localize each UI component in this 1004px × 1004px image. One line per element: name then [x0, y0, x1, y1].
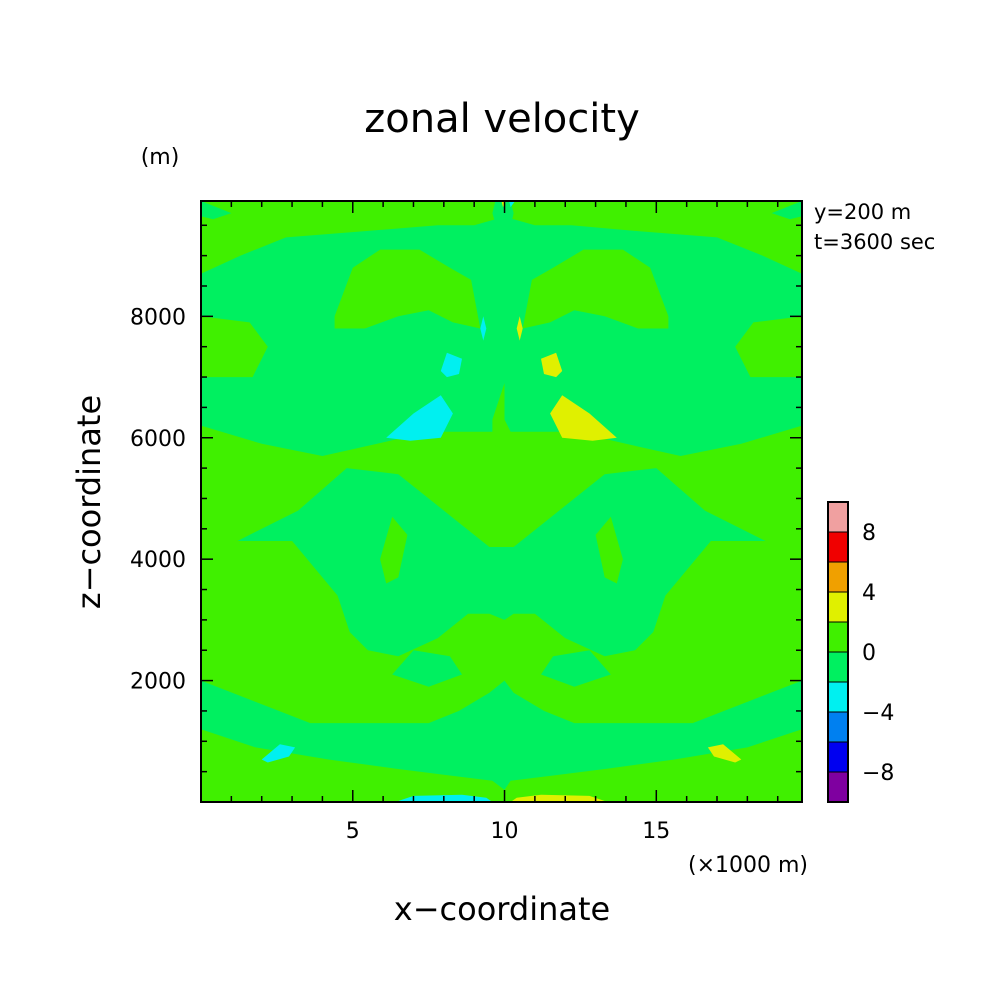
contour-region-1 — [334, 249, 481, 329]
colorbar-frame — [827, 501, 849, 803]
contour-region-4 — [735, 316, 802, 378]
contour-region-22 — [541, 352, 563, 378]
contour-region-20 — [550, 395, 617, 441]
x-axis-label: x−coordinate — [394, 890, 610, 928]
x-tick-label: 15 — [642, 819, 670, 844]
contour-region-23 — [480, 316, 487, 341]
x-tick-label: 10 — [491, 819, 519, 844]
y-tick-label: 4000 — [130, 548, 186, 573]
contour-region-14 — [595, 516, 623, 584]
colorbar-swatch — [827, 771, 849, 803]
contour-plot-area — [201, 201, 802, 802]
colorbar-swatch — [827, 741, 849, 773]
colorbar-tick-label: 0 — [862, 641, 876, 666]
colorbar-tick-label: −8 — [862, 761, 894, 786]
contour-region-30 — [509, 201, 516, 208]
y-unit-label: (m) — [141, 145, 180, 170]
annotation-time: t=3600 sec — [814, 230, 935, 254]
contour-region-25 — [261, 744, 296, 763]
contour-region-2 — [522, 249, 669, 329]
contour-region-24 — [516, 316, 523, 341]
colorbar-tick-label: 8 — [862, 521, 876, 546]
colorbar-tick-label: 4 — [862, 581, 876, 606]
contour-region-17 — [201, 201, 232, 220]
contour-region-18 — [771, 201, 802, 220]
x-unit-label: (×1000 m) — [688, 853, 808, 878]
contour-region-15 — [201, 729, 505, 802]
annotation-y-slice: y=200 m — [814, 200, 911, 224]
contour-region-16 — [504, 729, 802, 802]
contour-region-3 — [201, 316, 268, 378]
colorbar-swatch — [827, 621, 849, 653]
contour-region-13 — [380, 516, 408, 584]
colorbar-swatch — [827, 651, 849, 683]
contour-region-21 — [440, 352, 462, 378]
colorbar-swatch — [827, 561, 849, 593]
contour-region-0 — [201, 201, 802, 274]
contour-region-7 — [492, 201, 514, 256]
y-tick-label: 2000 — [130, 670, 186, 695]
colorbar-swatch — [827, 501, 849, 533]
colorbar: 8 4 0 −4 −8 — [827, 501, 894, 803]
colorbar-swatch — [827, 711, 849, 743]
colorbar-swatch — [827, 591, 849, 623]
y-tick-label: 6000 — [130, 427, 186, 452]
contour-region-19 — [386, 395, 453, 441]
contour-region-12 — [541, 650, 611, 687]
contour-region-11 — [392, 650, 462, 687]
colorbar-swatch — [827, 531, 849, 563]
contour-region-5 — [201, 419, 505, 547]
y-axis-label: z−coordinate — [70, 395, 108, 609]
plot-axes: 5 10 15 2000 4000 6000 8000 — [130, 200, 803, 844]
contour-region-8 — [492, 383, 505, 450]
colorbar-tick-label: −4 — [862, 701, 894, 726]
plot-frame — [200, 200, 803, 803]
contour-region-26 — [707, 744, 742, 763]
chart-title: zonal velocity — [364, 96, 640, 142]
colorbar-swatch — [827, 681, 849, 713]
contour-region-6 — [504, 419, 802, 547]
y-tick-label: 8000 — [130, 305, 186, 330]
x-tick-label: 5 — [346, 819, 360, 844]
